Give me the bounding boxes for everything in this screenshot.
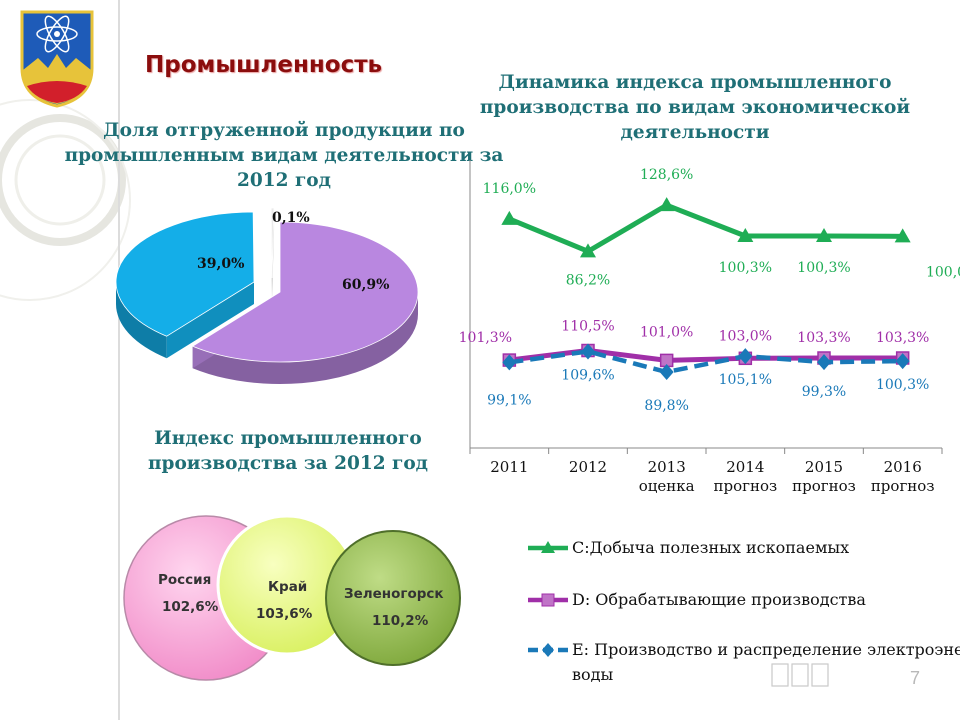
krai-value: 103,6% <box>256 606 313 622</box>
series-point <box>738 348 753 365</box>
series-point <box>737 228 754 242</box>
russia-value: 102,6% <box>162 599 219 615</box>
series-point <box>658 197 675 212</box>
legend-marker <box>541 593 555 607</box>
pie-chart-title: Доля отгруженной продукции по промышленн… <box>64 120 504 191</box>
x-tick-label: 2015 <box>805 458 843 476</box>
series-point <box>894 228 911 243</box>
data-label: 128,6% <box>640 167 693 183</box>
x-tick-label: оценка <box>639 477 695 495</box>
x-tick-label: 2016 <box>884 458 922 476</box>
sidebar-divider <box>118 0 120 720</box>
data-label: 99,3% <box>802 384 846 400</box>
series-point <box>581 343 595 360</box>
pie-slice <box>270 207 275 279</box>
series-point <box>502 354 517 371</box>
krai-label: Край <box>268 579 308 595</box>
zelenogorsk-value: 110,2% <box>372 613 429 629</box>
pie-slice-face <box>166 282 254 359</box>
city-emblem-icon <box>20 10 94 108</box>
x-tick-label: прогноз <box>792 477 856 495</box>
data-label: 109,6% <box>561 367 614 383</box>
series-point <box>580 243 596 258</box>
page-number: 7 <box>910 668 921 688</box>
russia-label: Россия <box>158 572 212 588</box>
x-tick-label: 2011 <box>490 458 528 476</box>
zelenogorsk-label: Зеленогорск <box>344 586 444 602</box>
series-point <box>501 210 518 225</box>
x-tick-label: прогноз <box>871 477 935 495</box>
data-label: 100,0% <box>926 264 960 280</box>
data-label: 101,0% <box>640 324 693 340</box>
data-label: 100,3% <box>719 260 772 276</box>
x-tick-label: 2013 <box>648 458 686 476</box>
legend-label: D: Обрабатывающие производства <box>572 590 866 609</box>
legend-marker <box>541 541 555 553</box>
legend-marker <box>542 643 554 657</box>
data-label: 103,0% <box>719 328 772 344</box>
data-label: 105,1% <box>719 372 772 388</box>
pie-slice-side <box>115 282 167 359</box>
x-tick-label: 2014 <box>726 458 764 476</box>
series-point <box>817 354 831 371</box>
circle-zelenogorsk <box>325 530 461 666</box>
x-tick-label: 2012 <box>569 458 607 476</box>
data-label: 103,3% <box>797 330 850 346</box>
series-point <box>816 228 832 242</box>
data-label: 89,8% <box>644 398 688 414</box>
line-chart-title: Динамика индекса промышленного производс… <box>479 72 911 143</box>
pie-slice-side <box>192 292 418 384</box>
page-title: Промышленность <box>145 52 383 78</box>
pie-slice-label: 60,9% <box>342 277 389 293</box>
legend-label: C:Добыча полезных ископаемых <box>572 538 849 557</box>
data-label: 116,0% <box>483 181 536 197</box>
data-label: 101,3% <box>459 330 512 346</box>
pie-slice <box>115 211 255 337</box>
data-label: 100,3% <box>876 377 929 393</box>
pie-slice-label: 0,1% <box>272 210 310 226</box>
series-line <box>509 349 903 375</box>
data-label: 103,3% <box>876 330 929 346</box>
data-label: 99,1% <box>487 392 531 408</box>
watermark-icon <box>771 663 829 687</box>
series-point <box>895 353 910 370</box>
pie-slice <box>191 221 419 363</box>
data-label: 110,5% <box>561 319 614 335</box>
x-tick-label: прогноз <box>713 477 777 495</box>
data-label: 86,2% <box>566 272 610 288</box>
legend-label: E: Производство и распределение электроэ… <box>572 640 960 659</box>
data-label: 100,3% <box>797 260 850 276</box>
series-point <box>659 364 674 381</box>
index-section-title: Индекс промышленного производства за 201… <box>147 428 429 474</box>
legend-label: воды <box>572 665 613 684</box>
pie-slice-label: 39,0% <box>197 256 244 272</box>
series-line <box>508 202 903 254</box>
